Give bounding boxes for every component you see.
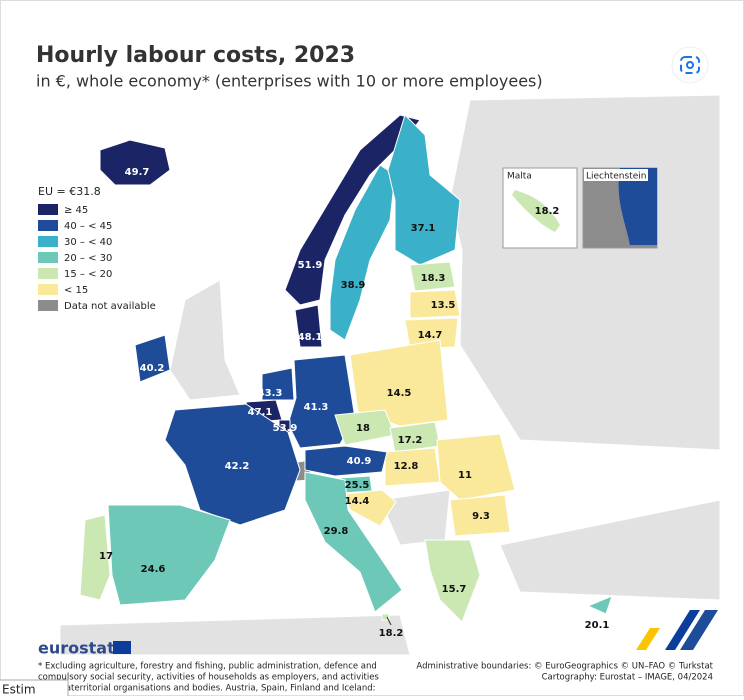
legend-label: < 15 — [64, 285, 88, 296]
legend-label: ≥ 45 — [64, 205, 88, 216]
camera-lens[interactable] — [686, 61, 694, 69]
malta-inset: Malta 18.2 — [502, 167, 578, 249]
logo-text: eurostat — [38, 639, 115, 658]
legend-label: Data not available — [64, 301, 156, 312]
region — [409, 289, 461, 319]
region-value: 43.3 — [258, 388, 283, 399]
footnote: * Excluding agriculture, forestry and fi… — [38, 662, 379, 694]
tooltip-box — [0, 679, 69, 700]
tooltip: Estim — [2, 683, 36, 697]
region-value: 14.5 — [387, 388, 412, 399]
region — [164, 403, 301, 526]
footnote-line: of extraterritorial organisations and bo… — [38, 684, 376, 694]
region-value: 49.7 — [125, 167, 150, 178]
region-value: 18.2 — [379, 628, 404, 639]
region — [261, 367, 295, 401]
legend-label: 15 – < 20 — [64, 269, 112, 280]
region — [304, 445, 388, 477]
region — [107, 504, 231, 606]
camera-button[interactable] — [671, 46, 709, 84]
footnote-line: compulsory social security, activities o… — [38, 673, 379, 683]
region-value: 48.1 — [298, 332, 323, 343]
region-value: 42.2 — [225, 461, 250, 472]
region-value: 24.6 — [141, 564, 166, 575]
legend-swatch — [38, 236, 58, 247]
base-map — [59, 94, 721, 656]
region — [294, 304, 323, 348]
legend-swatch — [38, 204, 58, 215]
camera-button-bg[interactable] — [671, 46, 709, 84]
region-value: 47.1 — [248, 407, 273, 418]
region — [586, 595, 613, 615]
inset-title: Malta — [507, 172, 532, 182]
inset-value: 18.2 — [535, 206, 560, 217]
region — [304, 471, 403, 613]
region-value: 25.5 — [345, 480, 370, 491]
region-value: 40.2 — [140, 363, 165, 374]
region — [79, 514, 111, 601]
legend-label: 40 – < 45 — [64, 221, 112, 232]
region-value: 17 — [99, 551, 113, 562]
legend-swatch — [38, 268, 58, 279]
liechtenstein-inset: Liechtenstein — [582, 167, 658, 249]
region-value: 14.7 — [418, 330, 443, 341]
region — [99, 139, 171, 186]
region-value: 9.3 — [472, 511, 490, 522]
region-value: 11 — [458, 470, 472, 481]
credit-line: Cartography: Eurostat – IMAGE, 04/2024 — [542, 673, 713, 683]
region — [134, 334, 171, 383]
legend-swatch — [38, 284, 58, 295]
region — [436, 433, 516, 501]
credits: Administrative boundaries: © EuroGeograp… — [416, 662, 713, 683]
region-value: 40.9 — [347, 456, 372, 467]
legend-swatch — [38, 300, 58, 311]
corner-graphic — [636, 610, 718, 650]
region — [404, 317, 459, 350]
region-value: 15.7 — [442, 584, 467, 595]
region-value: 18 — [356, 423, 370, 434]
credit-line: Administrative boundaries: © EuroGeograp… — [416, 662, 713, 672]
legend-label: 30 – < 40 — [64, 237, 112, 248]
logo: eurostat — [38, 639, 131, 658]
region-value: 20.1 — [585, 620, 610, 631]
region-value: 18.3 — [421, 273, 446, 284]
region-value: 38.9 — [341, 280, 366, 291]
region — [449, 494, 511, 537]
region-value: 17.2 — [398, 435, 423, 446]
legend-swatch — [38, 252, 58, 263]
title: Hourly labour costs, 2023 — [36, 43, 355, 68]
regions: 49.7 51.9 38.9 37.1 18.3 13.5 14.7 48.1 40.2 43.3… — [79, 114, 613, 639]
footnote-line: * Excluding agriculture, forestry and fi… — [38, 662, 377, 672]
region — [344, 489, 397, 527]
region-value: 51.9 — [298, 260, 323, 271]
pointer — [386, 616, 392, 626]
region — [409, 261, 456, 292]
legend: ≥ 45 40 – < 45 30 – < 40 20 – < 30 15 – < 20… — [38, 204, 156, 312]
inset-title: Liechtenstein — [586, 172, 646, 182]
region-value: 29.8 — [324, 526, 349, 537]
region — [387, 114, 461, 266]
region-value: 41.3 — [304, 402, 329, 413]
legend-label: 20 – < 30 — [64, 253, 112, 264]
region-value: 14.4 — [345, 496, 370, 507]
region-value: 13.5 — [431, 300, 456, 311]
region — [329, 164, 396, 341]
region-value: 53.9 — [273, 423, 298, 434]
legend-title: EU = €31.8 — [38, 185, 101, 198]
region-value: 37.1 — [411, 223, 436, 234]
subtitle: in €, whole economy* (enterprises with 1… — [36, 72, 543, 91]
region-value: 12.8 — [394, 461, 419, 472]
legend-swatch — [38, 220, 58, 231]
camera-icon[interactable] — [680, 56, 700, 74]
region — [424, 539, 481, 623]
